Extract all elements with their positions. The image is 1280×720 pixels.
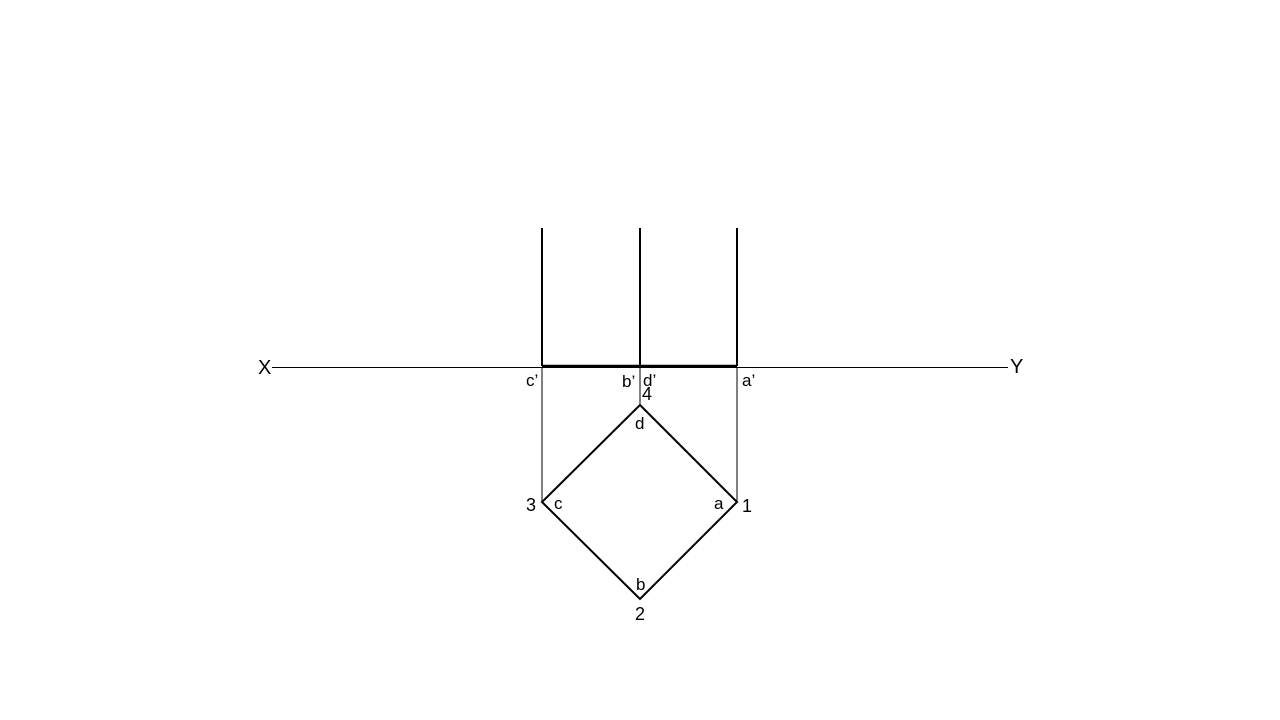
number-1: 1 [742,496,752,516]
number-3: 3 [526,495,536,515]
label-a: a [714,494,724,513]
label-x: X [258,357,271,379]
label-b-prime: b’ [622,372,635,391]
label-b: b [636,575,645,594]
label-d: d [635,414,644,433]
number-2: 2 [635,604,645,624]
label-c-prime: c’ [526,371,538,390]
label-c: c [554,494,563,513]
label-d-prime: d’ [643,371,656,390]
label-y: Y [1010,356,1023,378]
label-a-prime: a’ [742,371,755,390]
plan-square [540,403,739,601]
number-4: 4 [642,384,652,404]
